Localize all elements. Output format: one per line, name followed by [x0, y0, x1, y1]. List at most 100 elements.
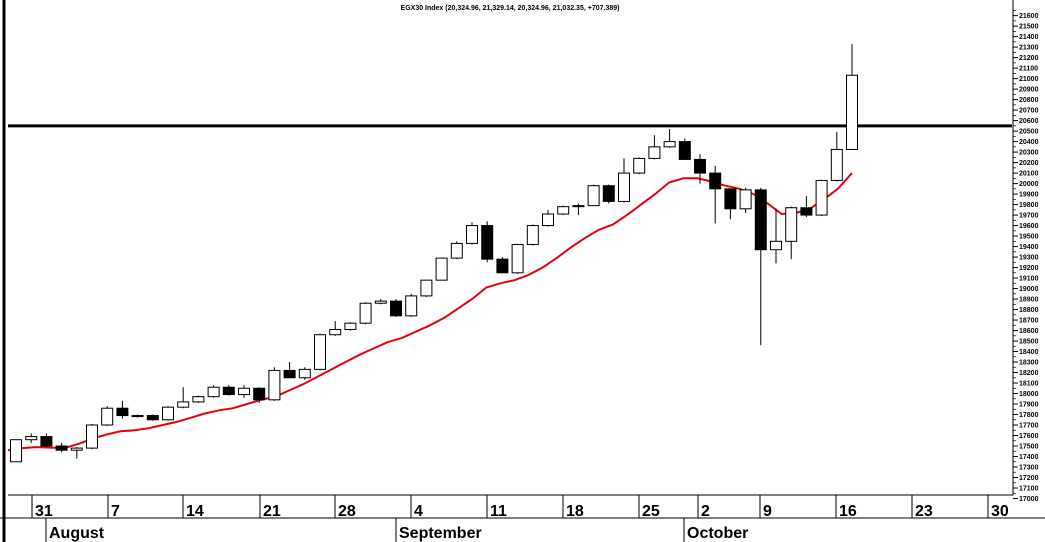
candle-body	[70, 447, 83, 451]
x-day-label: 31	[35, 503, 53, 520]
y-tick-label: 21500	[1019, 24, 1039, 31]
candle-body	[724, 188, 737, 210]
candle-body	[344, 322, 357, 330]
y-tick-label: 20900	[1019, 87, 1039, 94]
candle-body	[146, 415, 159, 421]
candle-body	[283, 369, 296, 379]
chart-title: EGX30 Index (20,324.96, 21,329.14, 20,32…	[401, 5, 620, 12]
y-tick-label: 21400	[1019, 34, 1039, 41]
y-tick-label: 18100	[1019, 381, 1039, 388]
candle-body	[526, 225, 539, 245]
candle-body	[770, 240, 782, 251]
x-day-label: 28	[338, 503, 356, 520]
candle-body	[435, 257, 448, 281]
candle-body	[511, 243, 524, 274]
y-tick-label: 19200	[1019, 265, 1039, 272]
candle-body	[101, 407, 114, 426]
candle-body	[177, 401, 190, 408]
x-day-label: 11	[490, 503, 507, 520]
x-month-label: September	[399, 525, 482, 542]
candle-body	[618, 172, 630, 202]
candle-body	[694, 158, 706, 174]
candle-body	[86, 424, 98, 449]
y-tick-label: 17100	[1019, 485, 1039, 492]
y-tick-label: 17800	[1019, 412, 1039, 419]
x-day-label: 25	[642, 503, 660, 520]
candle-body	[587, 185, 600, 207]
candle-body	[253, 387, 266, 401]
y-tick-label: 19100	[1019, 276, 1039, 283]
y-tick-label: 21100	[1019, 66, 1038, 73]
candle-body	[739, 189, 752, 210]
candle-body	[268, 369, 281, 401]
x-day-label: 7	[111, 503, 120, 520]
x-day-label: 30	[991, 503, 1009, 520]
candle-body	[754, 189, 767, 251]
candle-body	[648, 146, 661, 159]
x-day-label: 18	[566, 503, 584, 520]
x-day-label: 4	[414, 503, 423, 520]
y-tick-label: 21000	[1019, 76, 1039, 83]
y-tick-label: 19800	[1019, 202, 1039, 209]
y-tick-label: 19700	[1019, 213, 1039, 220]
x-day-label: 2	[701, 503, 710, 520]
candle-body	[390, 300, 402, 317]
y-tick-label: 18600	[1019, 328, 1039, 335]
y-tick-label: 20700	[1019, 108, 1039, 115]
candle-body	[329, 328, 342, 336]
y-tick-label: 17400	[1019, 454, 1039, 461]
candle-body	[192, 396, 205, 403]
y-tick-label: 20400	[1019, 139, 1039, 146]
candle-body	[830, 148, 843, 181]
candle-body	[10, 439, 22, 463]
x-day-label: 21	[263, 503, 281, 520]
y-tick-label: 21600	[1019, 13, 1039, 20]
x-day-label: 16	[839, 503, 857, 520]
y-tick-label: 18300	[1019, 360, 1039, 367]
candle-body	[207, 386, 220, 398]
y-tick-label: 19300	[1019, 255, 1039, 262]
y-tick-label: 17600	[1019, 433, 1039, 440]
candle-body	[298, 368, 311, 379]
candle-body	[116, 407, 129, 417]
candle-body	[55, 445, 68, 451]
y-tick-label: 20500	[1019, 129, 1039, 136]
y-tick-label: 20800	[1019, 97, 1039, 104]
y-tick-label: 18400	[1019, 349, 1039, 356]
candle-body	[25, 436, 38, 441]
x-month-label: October	[687, 525, 748, 542]
candle-body	[800, 207, 813, 216]
candle-body	[238, 387, 250, 396]
y-tick-label: 18700	[1019, 318, 1039, 325]
candle-body	[405, 295, 418, 317]
y-tick-label: 21200	[1019, 55, 1039, 62]
candle-body	[374, 300, 387, 304]
y-tick-label: 18200	[1019, 370, 1039, 377]
y-tick-label: 18500	[1019, 339, 1039, 346]
x-day-label: 14	[186, 503, 204, 520]
y-tick-label: 18900	[1019, 297, 1039, 304]
y-tick-label: 19900	[1019, 192, 1039, 199]
candle-body	[420, 279, 433, 297]
candle-body	[131, 415, 144, 418]
y-tick-label: 17900	[1019, 402, 1039, 409]
y-tick-label: 19500	[1019, 234, 1039, 241]
candle-body	[663, 141, 676, 148]
x-day-label: 23	[915, 503, 933, 520]
y-tick-label: 18800	[1019, 307, 1039, 314]
y-tick-label: 20200	[1019, 160, 1039, 167]
candle-body	[709, 172, 722, 190]
y-tick-label: 17300	[1019, 464, 1039, 471]
y-tick-label: 20100	[1019, 171, 1039, 178]
x-month-label: August	[49, 525, 105, 542]
candle-body	[450, 242, 463, 259]
y-tick-label: 21300	[1019, 45, 1039, 52]
candle-body	[466, 225, 478, 244]
y-tick-label: 19400	[1019, 244, 1039, 251]
candle-body	[678, 141, 691, 160]
y-tick-label: 20600	[1019, 118, 1039, 125]
y-tick-label: 17200	[1019, 475, 1039, 482]
candle-body	[557, 206, 570, 215]
candle-body	[785, 207, 798, 242]
